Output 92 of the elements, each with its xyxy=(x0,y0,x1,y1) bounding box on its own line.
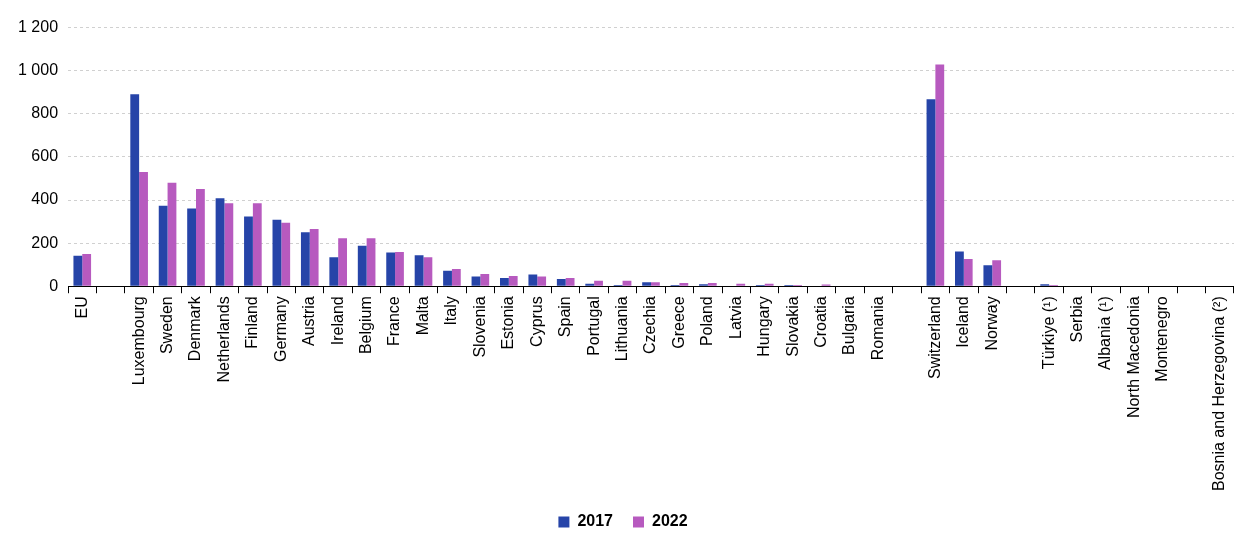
y-tick-label: 200 xyxy=(31,233,59,251)
x-tick-label: Spain xyxy=(556,296,574,338)
x-tick-label: Croatia xyxy=(812,296,830,348)
bar xyxy=(281,222,291,286)
x-tick-label: Greece xyxy=(669,296,687,349)
x-tick-label: Ireland xyxy=(328,296,346,346)
x-tick-label: Luxembourg xyxy=(129,296,147,386)
x-tick-label: Finland xyxy=(243,296,261,349)
bar xyxy=(272,219,282,286)
bar xyxy=(329,257,339,286)
x-tick-label: Estonia xyxy=(499,296,517,350)
y-tick-label: 0 xyxy=(49,276,59,294)
y-tick-label: 1 000 xyxy=(17,61,59,79)
bar xyxy=(955,251,964,286)
y-tick-label: 600 xyxy=(31,147,59,165)
bar xyxy=(224,203,234,286)
bar xyxy=(500,278,509,286)
x-tick-label: Belgium xyxy=(357,296,375,355)
bar xyxy=(167,182,177,286)
x-tick-label: Türkiye (¹) xyxy=(1039,296,1057,370)
bar xyxy=(585,283,595,286)
x-tick-label: Italy xyxy=(442,296,460,326)
bar xyxy=(963,259,973,286)
bar xyxy=(423,257,433,286)
bar xyxy=(528,274,538,286)
bar xyxy=(443,270,452,286)
x-tick-label: Norway xyxy=(982,296,1000,351)
x-tick-label: Bulgaria xyxy=(840,296,858,355)
x-tick-label: Switzerland xyxy=(925,296,943,379)
bar xyxy=(187,208,197,286)
bar xyxy=(309,229,319,286)
bar xyxy=(414,255,424,286)
x-tick-label: Poland xyxy=(698,296,716,347)
bar xyxy=(139,172,148,286)
bar xyxy=(73,255,83,286)
bar xyxy=(244,216,253,286)
bar xyxy=(651,282,660,286)
x-tick-label: Latvia xyxy=(726,296,744,339)
x-tick-label: Montenegro xyxy=(1153,296,1171,382)
legend-label: 2022 xyxy=(652,512,688,530)
bar xyxy=(338,238,348,286)
bar xyxy=(357,245,367,286)
bar xyxy=(130,94,140,286)
bar xyxy=(622,280,632,286)
bar xyxy=(935,64,945,286)
x-tick-label: Cyprus xyxy=(527,296,545,347)
bar xyxy=(926,99,936,286)
y-tick-label: 400 xyxy=(31,190,59,208)
bar xyxy=(215,198,225,286)
x-tick-label: Malta xyxy=(413,296,431,336)
y-tick-label: 800 xyxy=(31,104,59,122)
x-tick-label: France xyxy=(385,296,403,347)
bar xyxy=(252,203,262,286)
bar xyxy=(983,265,993,286)
bar xyxy=(594,280,603,286)
bar xyxy=(366,238,376,286)
x-tick-label: EU xyxy=(72,296,90,319)
x-tick-label: Romania xyxy=(868,296,886,361)
y-tick-label: 1 200 xyxy=(17,18,59,36)
bar xyxy=(556,278,566,286)
x-tick-label: Netherlands xyxy=(214,296,232,383)
bar xyxy=(480,273,490,286)
bar xyxy=(642,282,651,286)
x-tick-label: Slovenia xyxy=(470,296,488,358)
x-tick-label: Czechia xyxy=(641,296,659,355)
x-tick-label: Lithuania xyxy=(612,296,630,362)
x-tick-label: Bosnia and Herzegovina (²) xyxy=(1210,296,1228,491)
x-tick-label: Serbia xyxy=(1067,296,1085,343)
x-tick-label: North Macedonia xyxy=(1124,296,1142,419)
legend-label: 2017 xyxy=(577,512,614,530)
bar xyxy=(386,252,396,286)
x-tick-label: Hungary xyxy=(755,296,773,357)
x-tick-label: Iceland xyxy=(954,296,972,348)
bar xyxy=(707,283,717,286)
x-tick-label: Portugal xyxy=(584,296,602,356)
bar xyxy=(395,251,404,286)
bar xyxy=(196,189,205,286)
bar xyxy=(508,275,518,286)
x-tick-label: Austria xyxy=(300,296,318,347)
bar xyxy=(679,283,689,286)
bar xyxy=(82,253,92,286)
bar xyxy=(300,232,310,286)
bar xyxy=(451,268,461,286)
bar xyxy=(537,276,547,286)
x-tick-label: Slovakia xyxy=(783,296,801,357)
x-tick-label: Denmark xyxy=(186,295,204,362)
bar xyxy=(158,205,168,286)
bar xyxy=(992,260,1002,286)
bar xyxy=(565,278,575,286)
x-tick-label: Albania (¹) xyxy=(1096,296,1114,371)
x-tick-label: Germany xyxy=(271,296,289,363)
x-tick-label: Sweden xyxy=(157,296,175,355)
